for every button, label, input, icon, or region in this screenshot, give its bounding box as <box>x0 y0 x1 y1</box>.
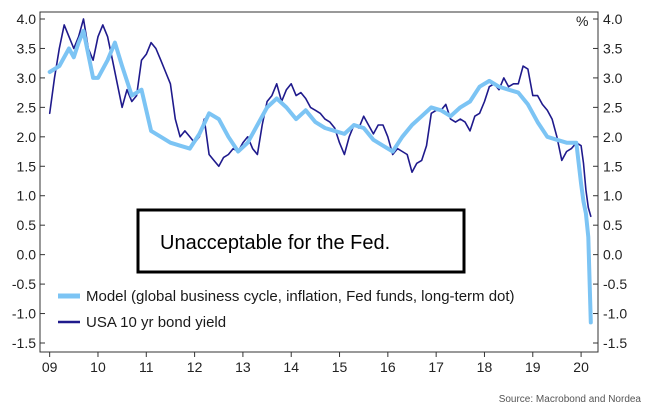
y-tick-label-left: 1.5 <box>17 158 37 174</box>
x-tick-label: 09 <box>42 359 58 375</box>
y-tick-label-left: 3.5 <box>17 40 37 56</box>
series-lines <box>47 18 593 325</box>
y-tick-label-left: 0.0 <box>17 247 37 263</box>
y-tick-label-left: 2.0 <box>17 129 37 145</box>
model-series-line <box>47 28 593 325</box>
y-tick-label-right: 3.0 <box>603 70 623 86</box>
x-tick-label: 14 <box>283 359 299 375</box>
x-tick-label: 19 <box>525 359 541 375</box>
y-tick-label-left: 0.5 <box>17 217 37 233</box>
x-tick-label: 16 <box>380 359 396 375</box>
legend: Model (global business cycle, inflation,… <box>58 288 515 331</box>
x-tick-label: 20 <box>573 359 589 375</box>
plot-frame <box>39 11 599 353</box>
y-tick-label-right: -1.5 <box>603 335 627 351</box>
y-tick-label-left: 4.0 <box>17 11 37 27</box>
y-tick-label-right: -1.0 <box>603 306 627 322</box>
legend-label-model: Model (global business cycle, inflation,… <box>86 288 515 305</box>
plot-border <box>39 11 599 353</box>
y-tick-label-left: -0.5 <box>12 276 36 292</box>
annotation-border <box>136 208 466 274</box>
source-note: Source: Macrobond and Nordea <box>499 394 642 405</box>
x-tick-label: 15 <box>332 359 348 375</box>
y-tick-label-right: 4.0 <box>603 11 623 27</box>
y-tick-label-right: 1.0 <box>603 188 623 204</box>
x-tick-label: 12 <box>187 359 203 375</box>
annotation-box: Unacceptable for the Fed. <box>136 208 466 274</box>
unit-label: % <box>576 13 588 29</box>
y-tick-label-left: 2.5 <box>17 99 37 115</box>
y-tick-label-right: 3.5 <box>603 40 623 56</box>
y-tick-label-right: -0.5 <box>603 276 627 292</box>
y-tick-label-right: 0.0 <box>603 247 623 263</box>
x-tick-label: 11 <box>139 359 154 375</box>
y-tick-label-right: 0.5 <box>603 217 623 233</box>
bond-yield-series-line <box>48 18 592 218</box>
y-tick-label-right: 2.0 <box>603 129 623 145</box>
right-y-axis: 4.0 3.5 3.0 2.5 2.0 1.5 1.0 0.5 0.0 -0.5 -1.0 -1.5 <box>593 11 627 351</box>
y-tick-label-right: 1.5 <box>603 158 623 174</box>
left-y-axis: 4.0 3.5 3.0 2.5 2.0 1.5 1.0 0.5 0.0 -0.5 -1.0 -1.5 <box>12 11 45 351</box>
x-tick-label: 17 <box>428 359 444 375</box>
y-tick-label-left: -1.0 <box>12 306 36 322</box>
x-tick-label: 10 <box>90 359 106 375</box>
annotation-text: Unacceptable for the Fed. <box>160 232 390 254</box>
y-tick-label-left: 1.0 <box>17 188 37 204</box>
x-axis: 09 10 11 12 13 14 15 16 17 18 19 20 <box>42 352 589 375</box>
legend-label-bond-yield: USA 10 yr bond yield <box>86 314 226 331</box>
y-tick-label-left: -1.5 <box>12 335 36 351</box>
x-tick-label: 18 <box>477 359 493 375</box>
y-tick-label-left: 3.0 <box>17 70 37 86</box>
y-tick-label-right: 2.5 <box>603 99 623 115</box>
x-tick-label: 13 <box>235 359 251 375</box>
